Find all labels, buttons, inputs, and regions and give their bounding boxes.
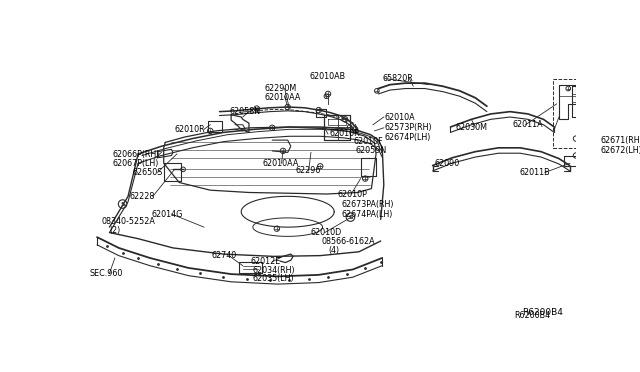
Text: 62066P(RH): 62066P(RH) xyxy=(113,150,160,159)
Text: 62740: 62740 xyxy=(212,251,237,260)
Text: 62573P(RH): 62573P(RH) xyxy=(385,123,432,132)
Text: 62067P(LH): 62067P(LH) xyxy=(113,159,159,168)
Text: R6200B4: R6200B4 xyxy=(522,308,563,317)
Text: 62674PA(LH): 62674PA(LH) xyxy=(342,209,394,218)
Text: 65820R: 65820R xyxy=(382,74,413,83)
Text: S: S xyxy=(120,202,125,206)
Text: 62010AA: 62010AA xyxy=(262,159,298,168)
Text: 62010F: 62010F xyxy=(353,137,383,146)
Text: 62671(RH): 62671(RH) xyxy=(601,136,640,145)
Text: 62010AB: 62010AB xyxy=(309,73,346,81)
Text: 62012E: 62012E xyxy=(250,257,281,266)
Text: 62014G: 62014G xyxy=(151,209,182,218)
Text: 62010R: 62010R xyxy=(175,125,205,134)
Text: 62010A: 62010A xyxy=(385,112,415,122)
Text: SEC.960: SEC.960 xyxy=(90,269,123,278)
Text: 62034(RH): 62034(RH) xyxy=(252,266,294,275)
Text: 62010D: 62010D xyxy=(311,228,342,237)
Text: 62030M: 62030M xyxy=(455,122,487,132)
Text: 62059N: 62059N xyxy=(356,147,387,155)
Text: 62090: 62090 xyxy=(435,159,460,168)
Text: 08340-5252A: 08340-5252A xyxy=(102,217,156,226)
Text: 62058N: 62058N xyxy=(230,107,260,116)
Text: 62011B: 62011B xyxy=(520,168,550,177)
Text: 62296: 62296 xyxy=(296,166,321,176)
Text: S: S xyxy=(348,215,353,219)
Text: 62011A: 62011A xyxy=(513,120,543,129)
Text: 62673PA(RH): 62673PA(RH) xyxy=(342,199,394,209)
Text: 62010P: 62010P xyxy=(337,189,367,199)
Text: R6200B4: R6200B4 xyxy=(514,311,550,320)
Text: 62672(LH): 62672(LH) xyxy=(601,147,640,155)
Text: 62228: 62228 xyxy=(129,192,155,201)
Text: 62035(LH): 62035(LH) xyxy=(252,274,294,283)
Text: 62650S: 62650S xyxy=(132,168,163,177)
Text: (4): (4) xyxy=(328,246,339,255)
Text: 08566-6162A: 08566-6162A xyxy=(322,237,376,246)
Text: 62674P(LH): 62674P(LH) xyxy=(385,132,431,141)
Text: 62290M: 62290M xyxy=(264,84,297,93)
Text: 62010R: 62010R xyxy=(330,129,360,138)
Text: (2): (2) xyxy=(109,227,121,235)
Bar xyxy=(553,78,613,148)
Text: 62010AA: 62010AA xyxy=(264,93,301,102)
